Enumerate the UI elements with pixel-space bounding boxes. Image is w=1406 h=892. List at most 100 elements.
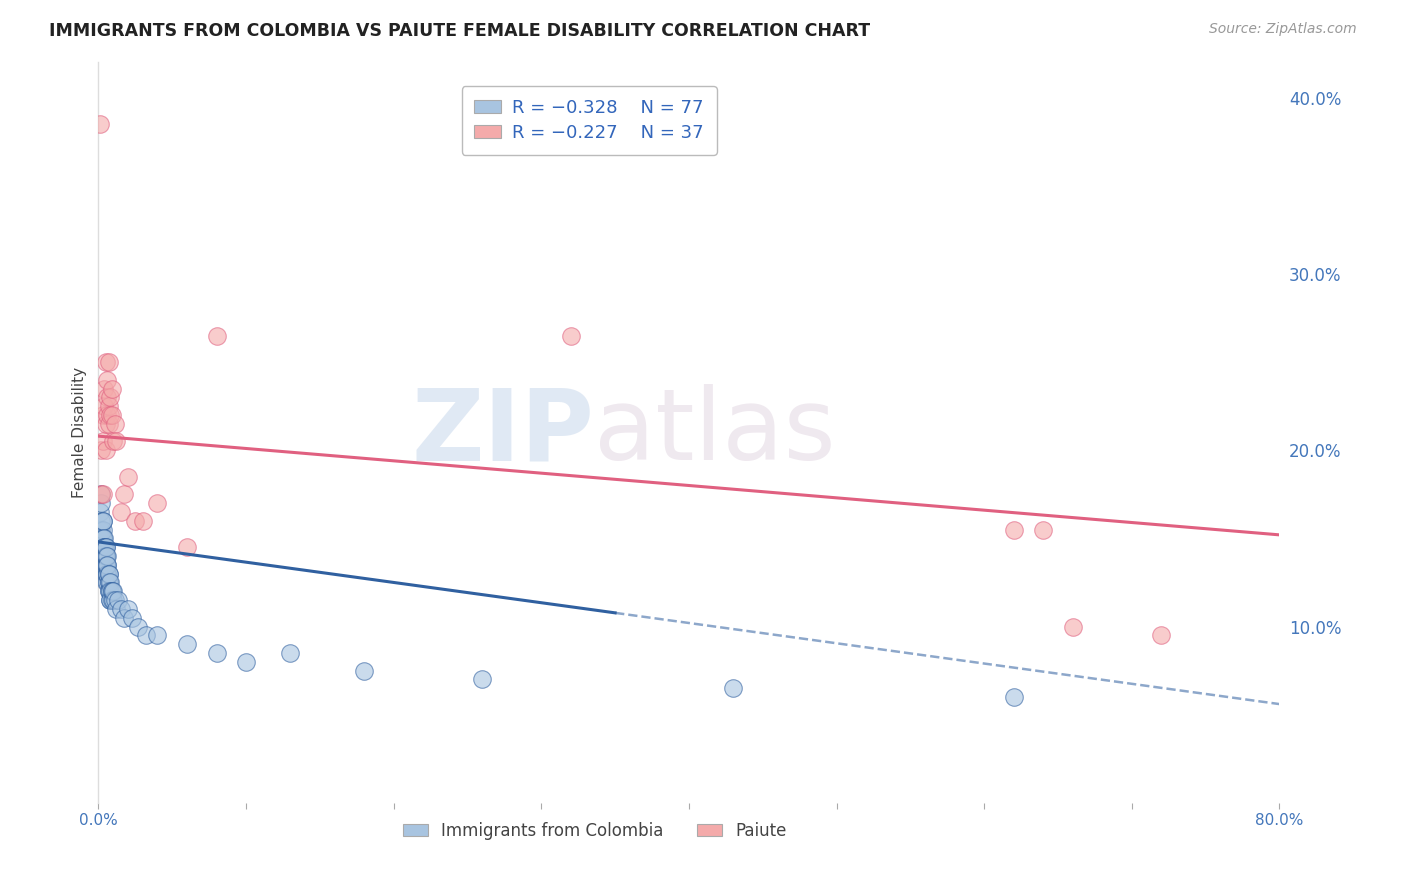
Point	[91, 540, 114, 554]
Point	[93, 558, 115, 572]
Point	[94, 417, 117, 431]
Point	[105, 434, 128, 449]
Point	[1150, 628, 1173, 642]
Point	[100, 408, 122, 422]
Text: Source: ZipAtlas.com: Source: ZipAtlas.com	[1209, 22, 1357, 37]
Point	[90, 540, 112, 554]
Point	[90, 532, 112, 546]
Point	[110, 505, 132, 519]
Point	[96, 558, 118, 572]
Point	[94, 549, 117, 563]
Point	[94, 443, 117, 458]
Point	[93, 549, 115, 563]
Text: atlas: atlas	[595, 384, 837, 481]
Point	[97, 575, 120, 590]
Point	[97, 566, 120, 581]
Point	[93, 558, 115, 572]
Point	[353, 664, 375, 678]
Point	[176, 637, 198, 651]
Point	[112, 487, 135, 501]
Point	[205, 328, 228, 343]
Y-axis label: Female Disability: Female Disability	[72, 367, 87, 499]
Point	[93, 540, 115, 554]
Point	[89, 505, 111, 519]
Point	[94, 540, 117, 554]
Point	[280, 646, 302, 660]
Point	[105, 602, 128, 616]
Point	[91, 549, 114, 563]
Point	[1062, 619, 1084, 633]
Point	[176, 540, 198, 554]
Point	[132, 514, 155, 528]
Point	[97, 584, 120, 599]
Point	[89, 523, 111, 537]
Point	[91, 549, 114, 563]
Point	[104, 417, 127, 431]
Point	[90, 443, 112, 458]
Point	[112, 610, 135, 624]
Point	[93, 540, 115, 554]
Point	[96, 575, 118, 590]
Point	[723, 681, 745, 696]
Point	[94, 566, 117, 581]
Point	[94, 549, 117, 563]
Point	[560, 328, 582, 343]
Point	[89, 540, 111, 554]
Point	[94, 355, 117, 369]
Point	[1002, 523, 1025, 537]
Point	[146, 496, 169, 510]
Point	[97, 566, 120, 581]
Point	[94, 558, 117, 572]
Point	[121, 610, 143, 624]
Point	[90, 532, 112, 546]
Point	[97, 584, 120, 599]
Point	[97, 355, 120, 369]
Point	[1002, 690, 1025, 704]
Point	[205, 646, 228, 660]
Point	[91, 514, 114, 528]
Point	[94, 540, 117, 554]
Point	[146, 628, 169, 642]
Point	[103, 593, 125, 607]
Point	[94, 575, 117, 590]
Point	[100, 593, 122, 607]
Point	[96, 566, 118, 581]
Point	[93, 549, 115, 563]
Point	[124, 514, 146, 528]
Point	[98, 408, 121, 422]
Point	[91, 434, 114, 449]
Point	[117, 602, 139, 616]
Point	[91, 523, 114, 537]
Point	[98, 593, 121, 607]
Point	[91, 558, 114, 572]
Point	[90, 487, 112, 501]
Point	[96, 566, 118, 581]
Point	[1032, 523, 1054, 537]
Point	[97, 575, 120, 590]
Point	[98, 575, 121, 590]
Point	[100, 382, 122, 396]
Point	[98, 390, 121, 404]
Point	[103, 434, 125, 449]
Point	[91, 540, 114, 554]
Point	[97, 417, 120, 431]
Point	[91, 532, 114, 546]
Legend: Immigrants from Colombia, Paiute: Immigrants from Colombia, Paiute	[396, 815, 793, 847]
Point	[110, 602, 132, 616]
Point	[96, 390, 118, 404]
Point	[100, 584, 122, 599]
Point	[471, 673, 494, 687]
Point	[235, 655, 257, 669]
Point	[91, 532, 114, 546]
Point	[135, 628, 157, 642]
Text: IMMIGRANTS FROM COLOMBIA VS PAIUTE FEMALE DISABILITY CORRELATION CHART: IMMIGRANTS FROM COLOMBIA VS PAIUTE FEMAL…	[49, 22, 870, 40]
Point	[96, 373, 118, 387]
Point	[100, 584, 122, 599]
Point	[96, 558, 118, 572]
Point	[93, 532, 115, 546]
Point	[90, 496, 112, 510]
Point	[96, 549, 118, 563]
Point	[93, 382, 115, 396]
Point	[96, 408, 118, 422]
Text: ZIP: ZIP	[412, 384, 595, 481]
